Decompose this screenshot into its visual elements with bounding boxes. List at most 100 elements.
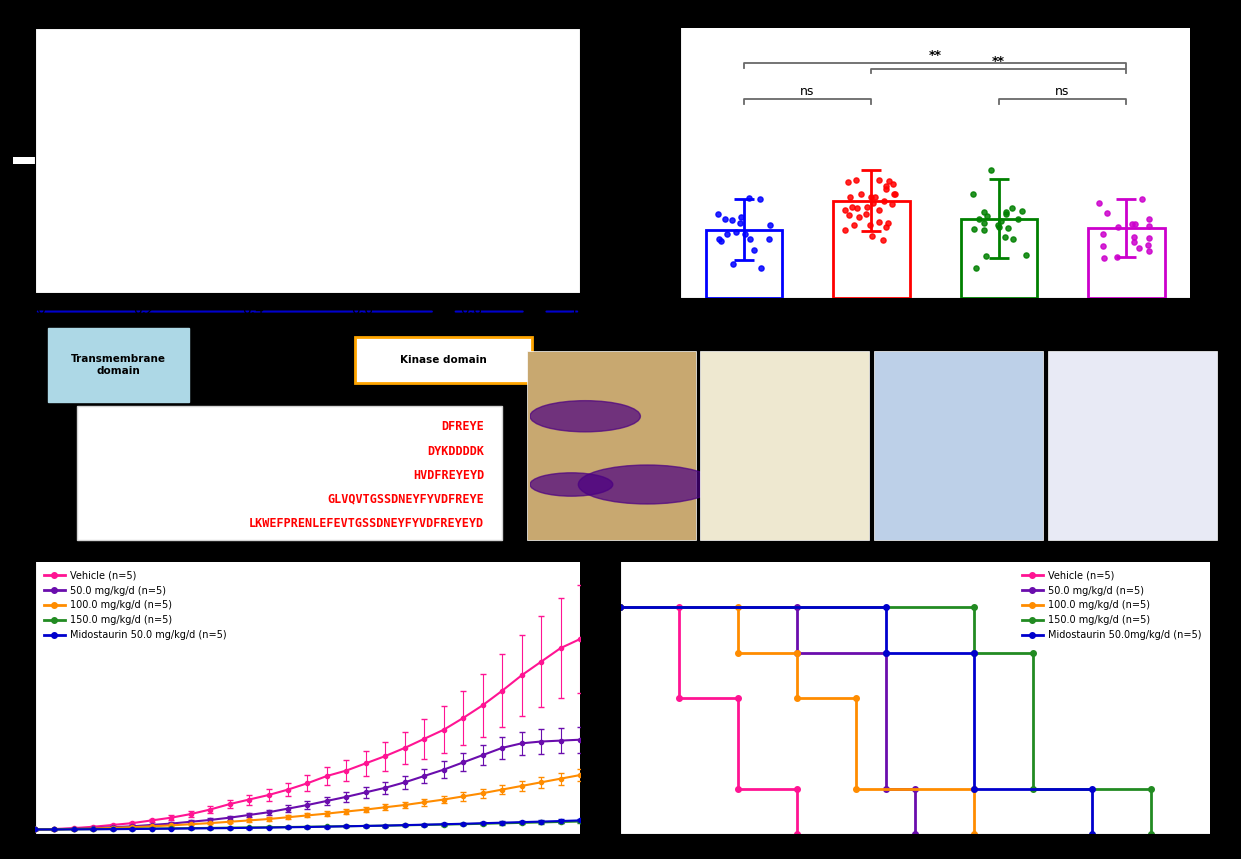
- Point: [879, 216, 898, 229]
- Bar: [365, 40, 377, 293]
- Midostaurin 50.0mg/kg/d (n=5): [879, 602, 894, 612]
- Midostaurin 50.0mg/kg/d (n=5): [1085, 783, 1100, 794]
- Text: ns: ns: [1055, 85, 1070, 98]
- Point: [964, 222, 984, 235]
- Point: [1124, 230, 1144, 244]
- Point: [1008, 213, 1028, 227]
- Text: DFREYE: DFREYE: [442, 421, 484, 434]
- Legend: Vehicle (n=5), 50.0 mg/kg/d (n=5), 100.0 mg/kg/d (n=5), 150.0 mg/kg/d (n=5), Mid: Vehicle (n=5), 50.0 mg/kg/d (n=5), 100.0…: [1018, 567, 1205, 644]
- Line: Vehicle (n=5): Vehicle (n=5): [617, 605, 799, 837]
- Point: [963, 187, 983, 201]
- Point: [1016, 248, 1036, 262]
- Point: [1139, 244, 1159, 258]
- Bar: [474, 289, 486, 293]
- Point: [745, 243, 764, 257]
- Vehicle (n=5): [671, 602, 686, 612]
- 100.0 mg/kg/d (n=5): [731, 602, 746, 612]
- Point: [835, 203, 855, 216]
- Text: Transmembrane
domain: Transmembrane domain: [71, 354, 166, 375]
- Point: [876, 182, 896, 196]
- Point: [885, 187, 905, 201]
- Bar: [165, 40, 177, 293]
- FancyBboxPatch shape: [77, 406, 503, 539]
- Point: [869, 204, 889, 217]
- Vehicle (n=5): [613, 602, 628, 612]
- Text: ITD+ AML cells: ITD+ AML cells: [460, 320, 517, 328]
- Point: [717, 228, 737, 241]
- Point: [1138, 232, 1158, 246]
- Point: [1139, 219, 1159, 233]
- Bar: [961, 219, 1037, 298]
- Point: [838, 175, 858, 189]
- Point: [715, 212, 735, 226]
- Point: [997, 207, 1016, 221]
- Bar: [146, 40, 160, 293]
- Bar: [328, 40, 341, 293]
- Legend: Vehicle (n=5), 50.0 mg/kg/d (n=5), 100.0 mg/kg/d (n=5), 150.0 mg/kg/d (n=5), Mid: Vehicle (n=5), 50.0 mg/kg/d (n=5), 100.0…: [40, 567, 231, 644]
- Bar: [237, 40, 251, 293]
- Text: Kinase domain: Kinase domain: [400, 356, 486, 365]
- Text: HVDFREYEYD: HVDFREYEYD: [413, 469, 484, 482]
- Text: ns: ns: [800, 85, 814, 98]
- 150.0 mg/kg/d (n=5): [967, 648, 982, 658]
- Point: [999, 221, 1019, 235]
- Point: [977, 250, 997, 264]
- Midostaurin 50.0mg/kg/d (n=5): [879, 648, 894, 658]
- Point: [977, 210, 997, 223]
- Text: **: **: [993, 55, 1005, 68]
- Point: [879, 174, 898, 188]
- FancyBboxPatch shape: [700, 351, 870, 540]
- FancyBboxPatch shape: [355, 338, 531, 383]
- FancyBboxPatch shape: [47, 328, 190, 402]
- Line: Midostaurin 50.0mg/kg/d (n=5): Midostaurin 50.0mg/kg/d (n=5): [617, 605, 1095, 837]
- Point: [835, 223, 855, 237]
- Text: LKWEFPRENLEFEVTGSSDNEYFYVDFREYEYD: LKWEFPRENLEFEVTGSSDNEYFYVDFREYEYD: [249, 517, 484, 530]
- Point: [989, 221, 1009, 235]
- Point: [1107, 250, 1127, 264]
- Midostaurin 50.0mg/kg/d (n=5): [967, 648, 982, 658]
- 50.0 mg/kg/d (n=5): [789, 648, 804, 658]
- Midostaurin 50.0mg/kg/d (n=5): [967, 783, 982, 794]
- Bar: [455, 289, 468, 293]
- Bar: [310, 40, 323, 293]
- Point: [1093, 240, 1113, 253]
- Point: [874, 233, 894, 247]
- Point: [869, 215, 889, 228]
- 50.0 mg/kg/d (n=5): [879, 783, 894, 794]
- Bar: [37, 81, 51, 293]
- Point: [974, 222, 994, 236]
- Bar: [833, 201, 910, 298]
- Bar: [346, 40, 360, 293]
- Point: [738, 192, 758, 205]
- FancyBboxPatch shape: [875, 351, 1044, 540]
- Point: [711, 234, 731, 247]
- Vehicle (n=5): [789, 829, 804, 839]
- Bar: [1088, 228, 1164, 298]
- Point: [856, 207, 876, 221]
- FancyBboxPatch shape: [526, 351, 696, 540]
- Point: [1138, 238, 1158, 252]
- Point: [882, 198, 902, 211]
- Point: [722, 257, 742, 271]
- Midostaurin 50.0mg/kg/d (n=5): [613, 602, 628, 612]
- 50.0 mg/kg/d (n=5): [907, 829, 922, 839]
- 100.0 mg/kg/d (n=5): [613, 602, 628, 612]
- Point: [995, 230, 1015, 244]
- Bar: [74, 290, 87, 293]
- Point: [965, 261, 985, 275]
- Bar: [419, 40, 432, 293]
- Point: [988, 218, 1008, 232]
- Bar: [220, 282, 232, 293]
- Point: [860, 218, 880, 232]
- 150.0 mg/kg/d (n=5): [1025, 783, 1040, 794]
- Point: [709, 208, 728, 222]
- Point: [974, 216, 994, 230]
- Point: [862, 196, 882, 210]
- 100.0 mg/kg/d (n=5): [789, 693, 804, 704]
- Point: [1138, 212, 1158, 226]
- Vehicle (n=5): [731, 693, 746, 704]
- Point: [731, 210, 751, 223]
- Circle shape: [530, 400, 640, 432]
- Point: [846, 174, 866, 187]
- Bar: [128, 291, 141, 293]
